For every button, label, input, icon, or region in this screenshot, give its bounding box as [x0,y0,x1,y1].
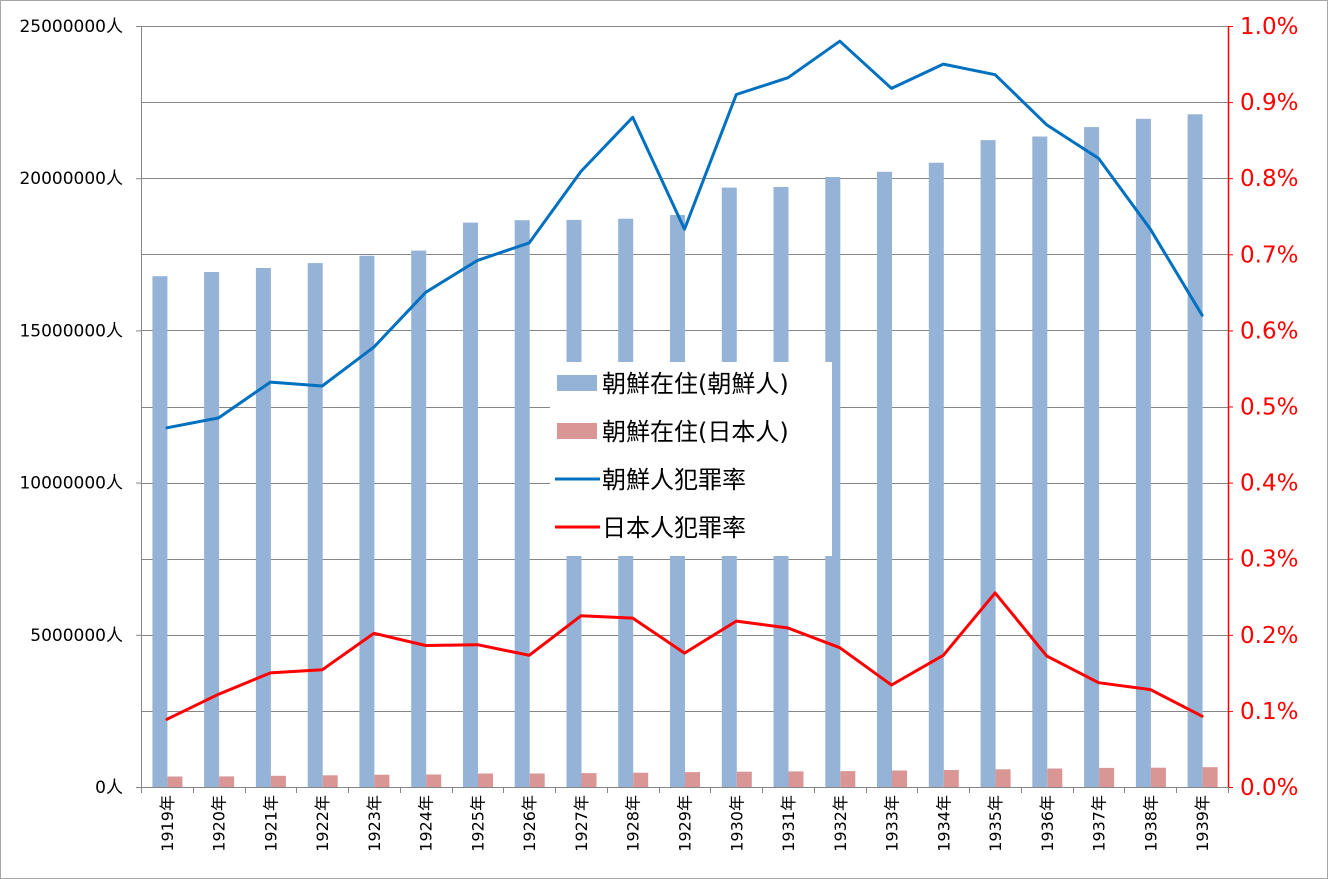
right-tick-label: 0.3% [1240,547,1298,573]
line-japanese-crime-rate [165,591,1204,721]
x-tick-label: 1926年 [520,795,539,852]
x-tick-label: 1928年 [624,795,643,852]
bar-korean-population [928,162,944,787]
x-tick-label: 1933年 [883,795,902,852]
bar-japanese-population [788,771,804,787]
bar-japanese-population [1150,767,1166,787]
legend-swatch-bar [557,375,597,391]
left-tick-label: 10000000人 [19,474,123,494]
legend-label: 朝鮮人犯罪率 [602,466,746,494]
bar-series-group [152,114,1218,788]
x-tick-label: 1934年 [934,795,953,852]
legend-box [550,362,832,556]
bar-japanese-population [995,769,1011,787]
bar-japanese-population [219,776,235,787]
x-tick-label: 1929年 [676,795,695,852]
right-tick-label: 0.6% [1240,318,1298,344]
x-tick-label: 1919年 [158,795,177,852]
x-tick-label: 1924年 [417,795,436,852]
bar-korean-population [411,250,427,788]
bar-japanese-population [529,773,545,787]
x-tick-label: 1927年 [572,795,591,852]
axes-group: 0人 5000000人 10000000人 15000000人 20000000人 250… [19,14,1298,852]
x-tick-label: 1923年 [365,795,384,852]
left-tick-label: 5000000人 [30,626,123,646]
bar-japanese-population [1202,767,1218,787]
bar-korean-population [307,263,323,788]
x-tick-label: 1938年 [1141,795,1160,852]
x-tick-label: 1922年 [313,795,332,852]
x-tick-label: 1925年 [468,795,487,852]
bar-korean-population [204,272,220,787]
right-tick-label: 0.2% [1240,623,1298,649]
left-tick-label: 0人 [95,778,123,798]
bar-japanese-population [685,772,700,787]
right-tick-label: 0.0% [1240,775,1298,801]
x-tick-label: 1939年 [1193,795,1212,852]
bar-korean-population [825,177,841,787]
bar-korean-population [1135,118,1151,788]
bar-japanese-population [478,773,493,787]
bar-japanese-population [736,771,752,787]
bar-korean-population [152,276,168,787]
right-tick-label: 0.7% [1240,242,1298,268]
right-tick-label: 1.0% [1240,14,1298,40]
bar-korean-population [1084,127,1100,788]
right-tick-label: 0.9% [1240,90,1298,116]
bar-korean-population [255,268,271,787]
x-tick-label: 1921年 [261,795,280,852]
bar-japanese-population [270,775,286,787]
left-tick-label: 25000000人 [19,17,123,37]
right-tick-label: 0.8% [1240,166,1298,192]
x-tick-label: 1932年 [831,795,850,852]
bar-japanese-population [426,774,442,787]
line-korean-crime-rate [165,39,1204,430]
bar-japanese-population [943,770,959,787]
legend-label: 日本人犯罪率 [602,514,746,542]
x-tick-label: 1930年 [727,795,746,852]
right-tick-label: 0.1% [1240,699,1298,725]
bar-japanese-population [892,770,907,787]
line-series-group [165,39,1204,721]
bar-japanese-population [840,771,856,787]
bar-korean-population [463,222,478,788]
x-tick-label: 1937年 [1090,795,1109,852]
bar-japanese-population [167,776,183,787]
bar-japanese-population [374,774,390,787]
x-tick-label: 1931年 [779,795,798,852]
bar-japanese-population [581,773,597,787]
bar-japanese-population [322,775,338,787]
right-tick-label: 0.5% [1240,395,1298,421]
x-tick-label: 1935年 [986,795,1005,852]
x-tick-label: 1936年 [1038,795,1057,852]
bar-korean-population [980,140,996,788]
left-tick-label: 20000000人 [19,169,123,189]
legend-label: 朝鮮在住(日本人) [602,418,789,446]
bar-korean-population [514,220,530,787]
legend-swatch-bar [557,423,597,439]
x-tick-label: 1920年 [210,795,229,852]
legend-label: 朝鮮在住(朝鮮人) [602,370,789,398]
right-tick-label: 0.4% [1240,471,1298,497]
bar-japanese-population [633,772,649,787]
bar-korean-population [1187,114,1203,788]
bar-japanese-population [1047,768,1063,787]
bar-korean-population [1032,136,1048,787]
bar-japanese-population [1099,767,1115,787]
bar-korean-population [359,255,375,788]
left-tick-label: 15000000人 [19,321,123,341]
bar-korean-population [877,171,892,788]
